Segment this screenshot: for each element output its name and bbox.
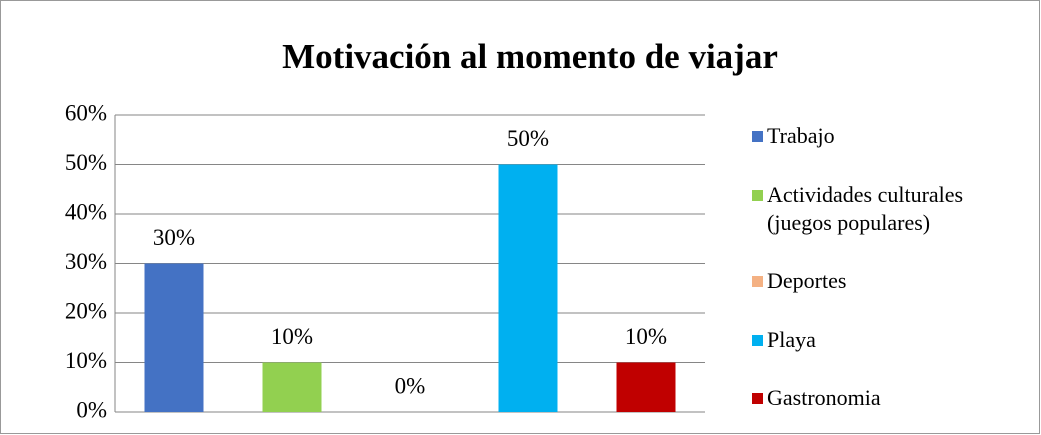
legend-item: Gastronomia — [752, 384, 1032, 412]
legend-label: Trabajo — [767, 123, 835, 148]
y-tick-label: 30% — [65, 249, 107, 274]
y-tick-label: 20% — [65, 298, 107, 323]
legend: Trabajo Actividades culturales (juegos po… — [752, 122, 1032, 412]
legend-item: Playa — [752, 326, 1032, 354]
legend-label: Deportes — [767, 268, 847, 293]
data-label: 10% — [625, 324, 667, 349]
y-tick-label: 60% — [65, 100, 107, 125]
y-tick-label: 0% — [76, 397, 107, 422]
chart-title: Motivación al momento de viajar — [282, 37, 778, 76]
bar — [498, 164, 558, 412]
bar — [616, 362, 676, 412]
data-label: 30% — [153, 225, 195, 250]
legend-swatch — [752, 189, 763, 201]
legend-item: Actividades culturales (juegos populares… — [752, 181, 1032, 237]
legend-swatch — [752, 131, 763, 142]
legend-label: Gastronomia — [767, 385, 881, 410]
legend-item: Deportes — [752, 267, 1032, 295]
bar — [144, 263, 204, 412]
data-label: 50% — [507, 126, 549, 151]
data-label: 0% — [395, 373, 426, 398]
legend-label: Playa — [767, 326, 816, 352]
legend-label: Actividades culturales (juegos populares… — [767, 181, 964, 235]
legend-swatch — [752, 276, 763, 287]
bar — [262, 362, 322, 412]
data-label: 10% — [271, 324, 313, 349]
legend-swatch — [752, 393, 763, 404]
y-tick-label: 10% — [65, 348, 107, 373]
y-tick-label: 40% — [65, 199, 107, 224]
legend-swatch — [752, 334, 763, 346]
y-tick-label: 50% — [65, 150, 107, 175]
legend-item: Trabajo — [752, 122, 1032, 150]
